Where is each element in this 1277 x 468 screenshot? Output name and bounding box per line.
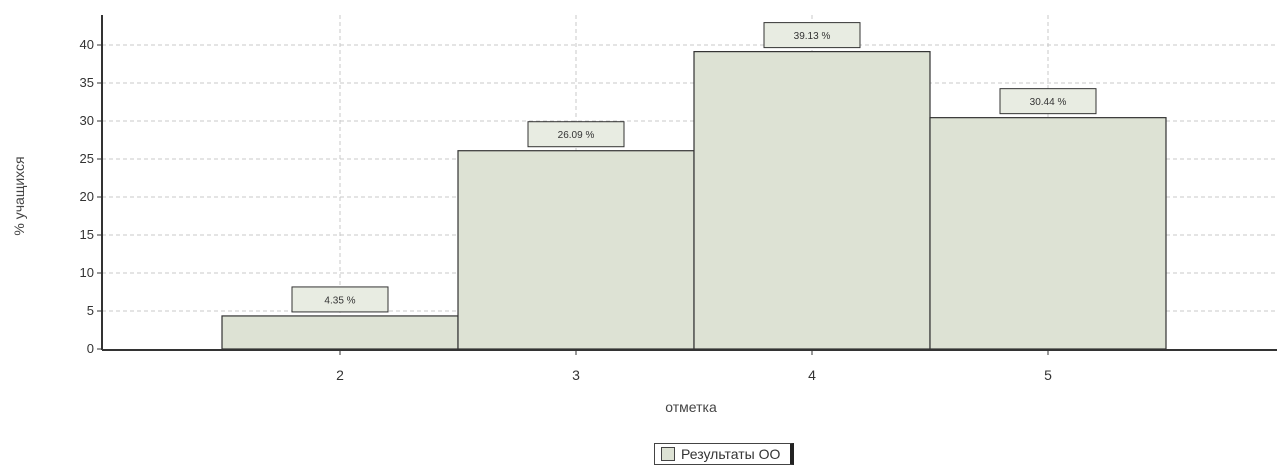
data-label-box <box>999 88 1097 115</box>
y-axis-label: % учащихся <box>11 156 27 235</box>
y-tick-label: 25 <box>80 151 94 166</box>
bar-chart: 4.35 %26.09 %39.13 %30.44 % 051015202530… <box>11 15 1277 415</box>
y-tick-label: 40 <box>80 37 94 52</box>
y-tick-label: 0 <box>87 341 94 356</box>
data-label-box <box>291 286 389 313</box>
bar-4 <box>693 51 931 350</box>
y-tick-label: 35 <box>80 75 94 90</box>
x-tick-label: 4 <box>808 367 816 383</box>
x-tick-label: 5 <box>1044 367 1052 383</box>
data-label: 26.09 % <box>558 130 595 141</box>
bar-2 <box>221 315 459 350</box>
x-tick-label: 2 <box>336 367 344 383</box>
y-tick-label: 20 <box>80 189 94 204</box>
y-tick-label: 10 <box>80 265 94 280</box>
x-tick-label: 3 <box>572 367 580 383</box>
legend-label: Результаты ОО <box>681 446 781 462</box>
bar-3 <box>457 150 695 350</box>
data-label: 39.13 % <box>794 31 831 42</box>
bars-group <box>221 51 1167 350</box>
bar-5 <box>929 117 1167 350</box>
y-tick-label: 30 <box>80 113 94 128</box>
data-labels-group: 4.35 % 26.09 % 39.13 % 30.44 % <box>291 22 1097 313</box>
axes-group: 0 5 10 15 20 25 30 35 40 2 3 4 5 <box>80 15 1277 383</box>
y-tick-label: 15 <box>80 227 94 242</box>
data-label: 4.35 % <box>324 295 355 306</box>
y-tick-label: 5 <box>87 303 94 318</box>
data-label: 30.44 % <box>1030 97 1067 108</box>
data-label-box <box>763 22 861 49</box>
x-axis-label: отметка <box>665 399 717 415</box>
legend-swatch <box>661 447 675 461</box>
legend: Результаты ОО <box>654 443 795 465</box>
data-label-box <box>527 121 625 148</box>
